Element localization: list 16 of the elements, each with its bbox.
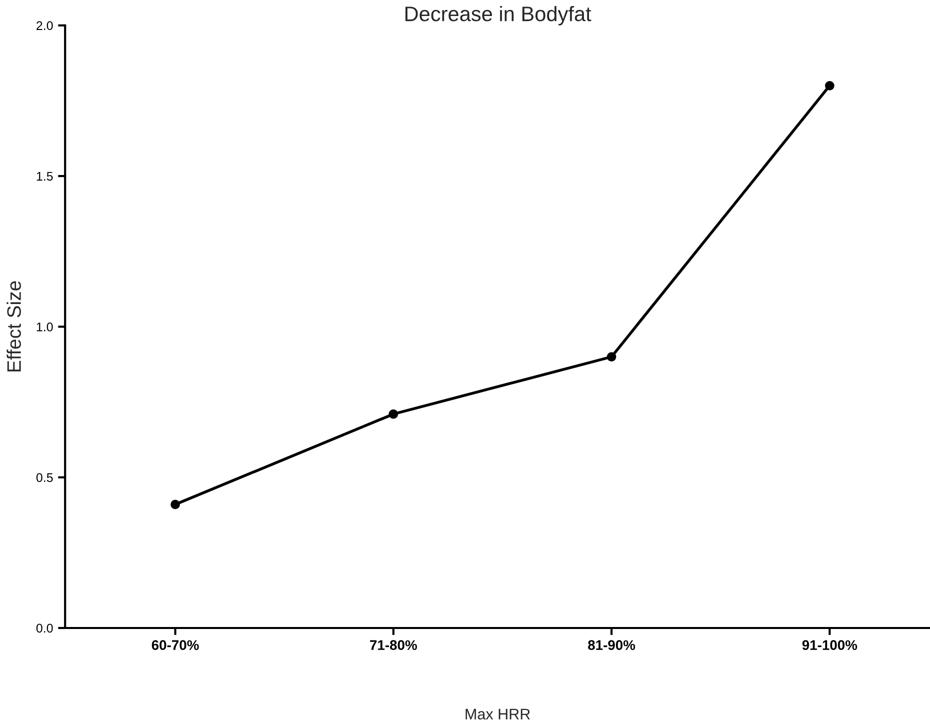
point bbox=[606, 352, 616, 362]
x-tick-label: 91-100% bbox=[802, 640, 858, 650]
y-tick-label: 0.5 bbox=[36, 473, 53, 482]
point bbox=[388, 409, 398, 419]
y-tick-label: 1.0 bbox=[36, 322, 53, 332]
x-tick-label: 81-90% bbox=[588, 640, 636, 650]
y-tick-label: 2.0 bbox=[36, 21, 53, 30]
point bbox=[824, 80, 834, 90]
point bbox=[170, 500, 180, 510]
y-tick-label: 1.5 bbox=[36, 172, 53, 181]
x-tick-label: 60-70% bbox=[152, 640, 199, 650]
x-tick-label: 71-80% bbox=[370, 640, 417, 650]
y-tick-label: 0.0 bbox=[36, 624, 53, 633]
x-axis-title: Max HRR bbox=[466, 708, 530, 720]
chart-title: Decrease in Bodyfat bbox=[405, 6, 592, 26]
y-axis-title: Effect Size bbox=[6, 281, 21, 372]
